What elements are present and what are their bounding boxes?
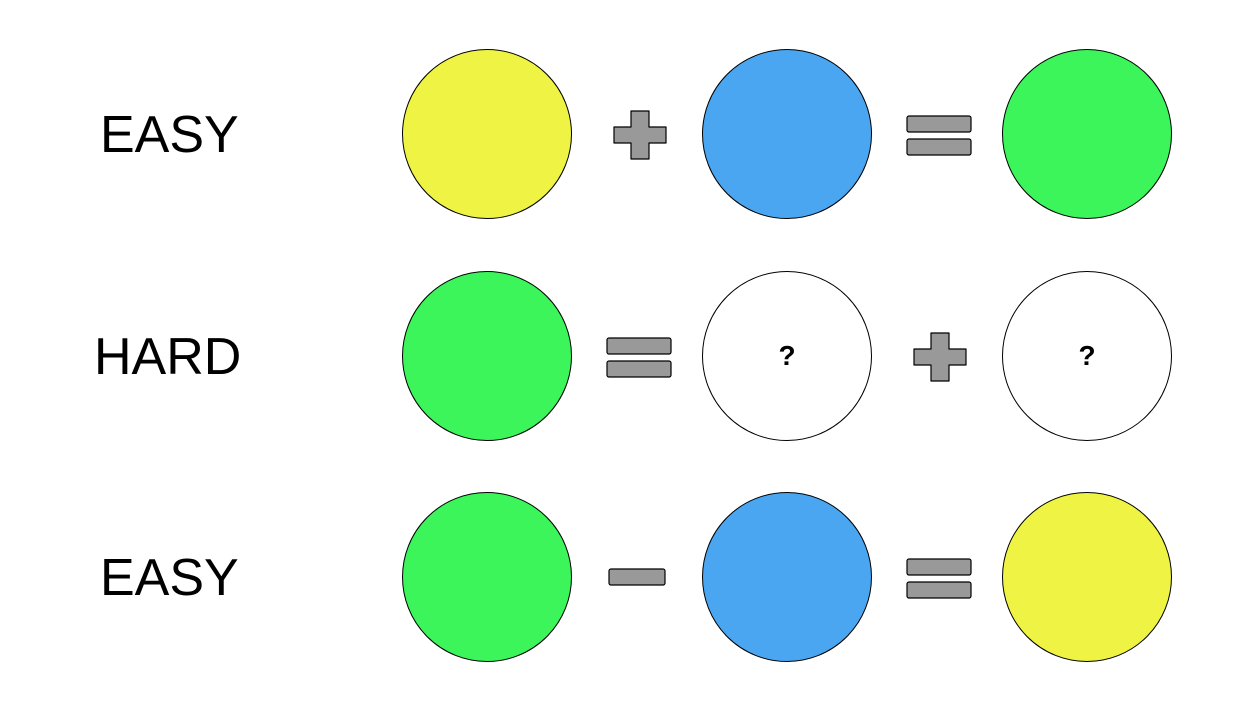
- unknown-circle: ?: [1002, 271, 1172, 441]
- equals-icon: [904, 48, 976, 222]
- color-circle: [1002, 492, 1172, 662]
- equals-icon: [904, 491, 976, 665]
- equation-row: EASY: [0, 48, 1235, 222]
- row-label: EASY: [100, 106, 239, 164]
- color-circle: [702, 492, 872, 662]
- color-circle: [702, 49, 872, 219]
- row-label: EASY: [100, 549, 239, 607]
- equation-row: EASY: [0, 491, 1235, 665]
- plus-icon: [904, 270, 976, 444]
- equation-row: HARD ? ?: [0, 270, 1235, 444]
- equals-icon: [604, 270, 676, 444]
- unknown-circle: ?: [702, 271, 872, 441]
- color-circle: [402, 271, 572, 441]
- plus-icon: [604, 48, 676, 222]
- color-circle: [1002, 49, 1172, 219]
- minus-icon: [604, 491, 676, 665]
- row-label: HARD: [94, 328, 242, 386]
- color-circle: [402, 492, 572, 662]
- color-circle: [402, 49, 572, 219]
